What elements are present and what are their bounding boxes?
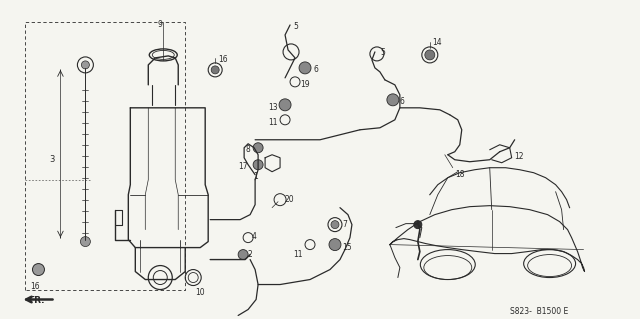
Text: 5: 5	[380, 48, 385, 57]
Text: 10: 10	[195, 287, 205, 297]
Text: S823-  B1500 E: S823- B1500 E	[509, 308, 568, 316]
Circle shape	[279, 99, 291, 111]
Circle shape	[329, 239, 341, 251]
Circle shape	[81, 237, 90, 247]
Text: 18: 18	[455, 170, 464, 179]
Text: 15: 15	[342, 242, 351, 252]
Text: 5: 5	[293, 22, 298, 31]
Circle shape	[387, 94, 399, 106]
Text: 11: 11	[294, 249, 303, 259]
Circle shape	[299, 62, 311, 74]
Circle shape	[211, 66, 219, 74]
Text: 8: 8	[245, 145, 250, 154]
Text: 20: 20	[284, 195, 294, 204]
Text: 11: 11	[269, 118, 278, 127]
Circle shape	[331, 221, 339, 229]
Text: 9: 9	[157, 20, 162, 29]
Text: 13: 13	[268, 103, 278, 112]
Text: 16: 16	[218, 55, 228, 64]
Circle shape	[33, 263, 44, 276]
Text: 2: 2	[247, 249, 252, 259]
Circle shape	[253, 143, 263, 153]
Text: 19: 19	[300, 80, 310, 89]
Text: 14: 14	[432, 38, 442, 47]
Text: 7: 7	[342, 220, 347, 229]
Text: 3: 3	[50, 155, 55, 164]
Circle shape	[238, 249, 248, 260]
Text: 12: 12	[515, 152, 524, 161]
Circle shape	[81, 61, 90, 69]
Text: 16: 16	[31, 282, 40, 291]
Circle shape	[253, 160, 263, 170]
Circle shape	[425, 50, 435, 60]
Text: 4: 4	[252, 232, 257, 241]
Text: 17: 17	[239, 162, 248, 171]
Text: 6: 6	[400, 97, 404, 106]
Circle shape	[414, 221, 422, 229]
Text: FR.: FR.	[29, 295, 45, 305]
Text: 6: 6	[313, 65, 318, 74]
Text: 1: 1	[253, 172, 258, 181]
